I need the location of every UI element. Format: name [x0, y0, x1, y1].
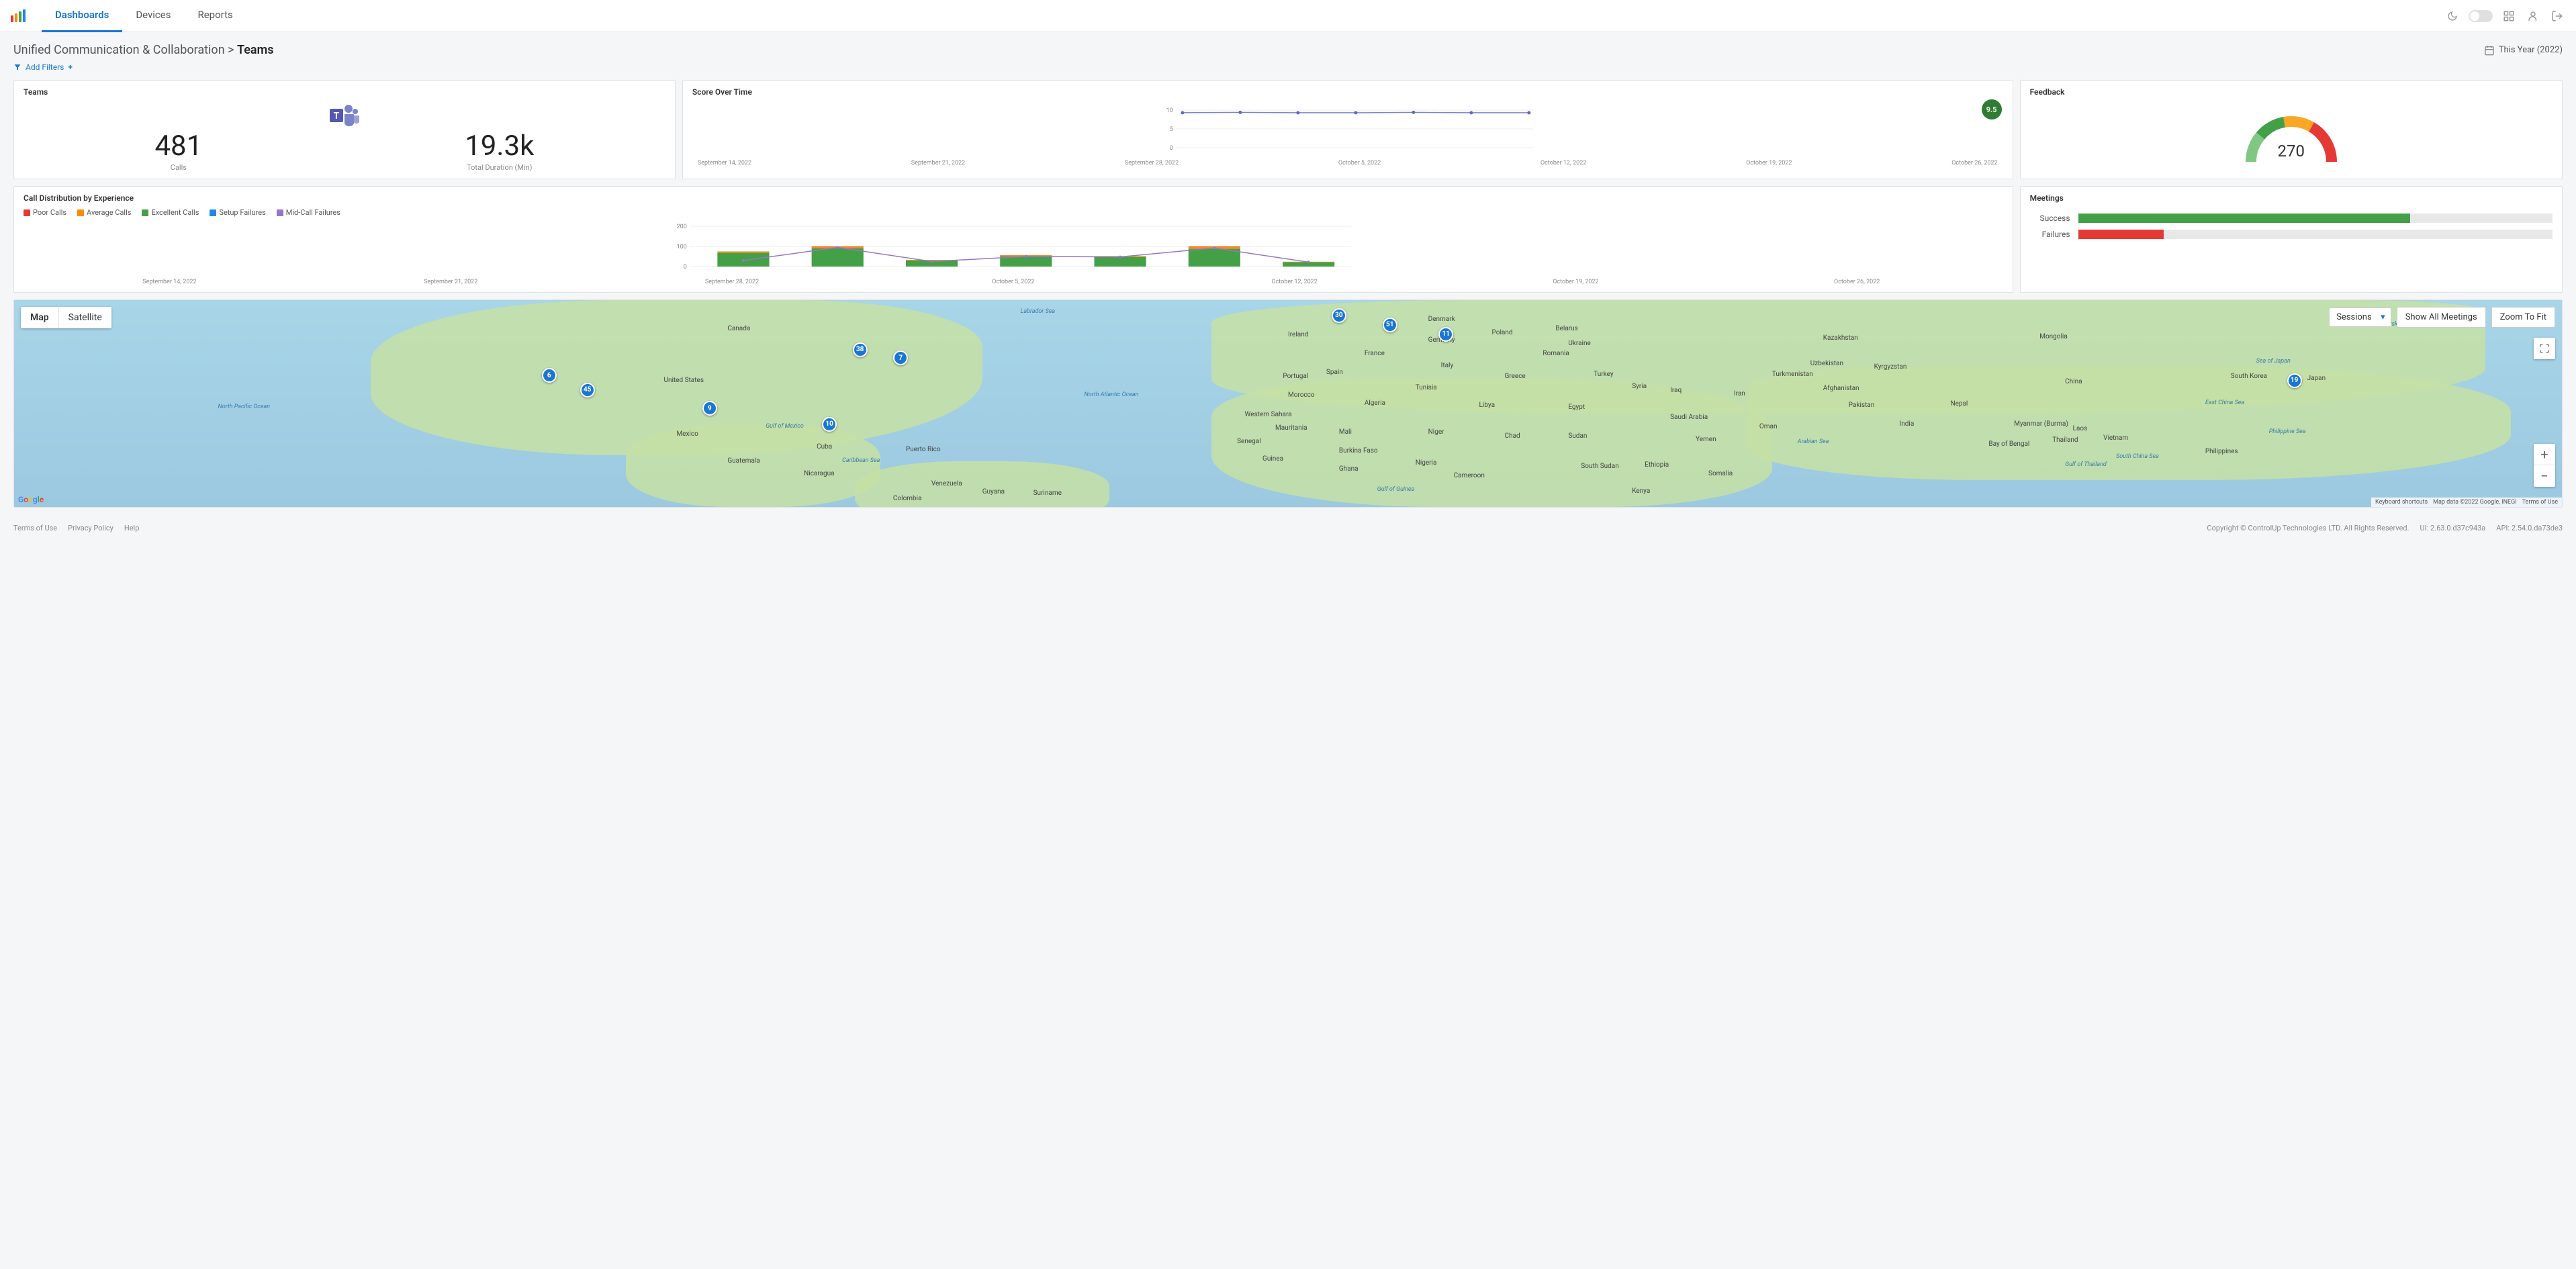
map-attribution: Keyboard shortcutsMap data ©2022 Google,… — [2371, 498, 2562, 507]
distribution-chart: 0 100 200 — [24, 221, 2003, 275]
feedback-value: 270 — [2238, 142, 2345, 160]
map-type-satellite[interactable]: Satellite — [58, 307, 111, 328]
map-marker[interactable]: 10 — [822, 417, 837, 432]
meetings-card: Meetings SuccessFailures — [2020, 186, 2563, 293]
call-distribution-card: Call Distribution by Experience Poor Cal… — [13, 186, 2013, 293]
footer-link[interactable]: Privacy Policy — [68, 524, 113, 532]
legend-item[interactable]: Excellent Calls — [142, 208, 199, 217]
add-filters-button[interactable]: Add Filters + — [13, 62, 2563, 72]
score-badge: 9.5 — [1982, 99, 2002, 120]
plus-icon: + — [68, 62, 73, 72]
teams-card: Teams T 481Calls19.3kTotal Duration (Min… — [13, 80, 676, 179]
map-fullscreen-button[interactable] — [2534, 338, 2555, 359]
country-label: Puerto Rico — [906, 446, 941, 453]
grid-icon[interactable] — [2501, 8, 2517, 24]
logo — [11, 9, 26, 22]
map-show-all-meetings-button[interactable]: Show All Meetings — [2397, 307, 2486, 328]
date-range-picker[interactable]: This Year (2022) — [2484, 45, 2563, 56]
map-zoom-to-fit-button[interactable]: Zoom To Fit — [2491, 307, 2555, 328]
map-canvas[interactable]: United StatesCanadaMexicoCubaGuatemalaNi… — [14, 300, 2562, 507]
sea-label: Labrador Sea — [1021, 308, 1056, 315]
svg-text:0: 0 — [684, 264, 687, 271]
feedback-card: Feedback 270 — [2020, 80, 2563, 179]
svg-text:10: 10 — [1166, 107, 1173, 114]
nav-tabs: DashboardsDevicesReports — [42, 0, 246, 32]
kpi: 19.3kTotal Duration (Min) — [465, 132, 534, 172]
map-card: ☰ ⟳ United StatesCanadaMexicoCubaGuatema… — [13, 299, 2563, 508]
map-sessions-dropdown[interactable]: Sessions ▾ — [2329, 308, 2391, 327]
score-over-time-card: Score Over Time 9.5 0510 September 14, 2… — [682, 80, 2013, 179]
map-marker[interactable]: 11 — [1438, 327, 1453, 342]
map-marker[interactable]: 6 — [542, 368, 557, 383]
map-marker[interactable]: 38 — [853, 342, 868, 357]
legend-item[interactable]: Setup Failures — [210, 208, 265, 217]
footer-copyright: Copyright © ControlUp Technologies LTD. … — [2207, 524, 2409, 532]
svg-text:T: T — [334, 111, 340, 122]
map-marker[interactable]: 51 — [1383, 318, 1397, 332]
calendar-icon — [2484, 45, 2495, 56]
kpi: 481Calls — [154, 132, 202, 172]
map-type-tabs: MapSatellite — [21, 307, 111, 328]
footer-ui-version: UI: 2.63.0.d37c943a — [2420, 524, 2485, 532]
svg-text:0: 0 — [1170, 145, 1173, 152]
meeting-row: Failures — [2030, 230, 2552, 239]
map-marker[interactable]: 30 — [1332, 308, 1346, 323]
footer-link[interactable]: Help — [124, 524, 140, 532]
legend-item[interactable]: Average Calls — [77, 208, 131, 217]
map-zoom-in[interactable]: + — [2534, 444, 2555, 465]
user-icon[interactable] — [2525, 8, 2541, 24]
filter-icon — [13, 63, 21, 71]
sea-label: North Pacific Ocean — [218, 404, 271, 410]
svg-text:100: 100 — [677, 244, 687, 250]
theme-icon[interactable] — [2444, 8, 2460, 24]
footer: Terms of Use Privacy Policy Help Copyright… — [0, 518, 2576, 538]
score-line-chart: 0 5 10 — [692, 102, 2003, 156]
svg-text:5: 5 — [1170, 126, 1173, 133]
logout-icon[interactable] — [2549, 8, 2565, 24]
footer-link[interactable]: Terms of Use — [13, 524, 57, 532]
breadcrumb: Unified Communication & Collaboration > … — [13, 43, 274, 57]
map-marker[interactable]: 9 — [702, 401, 717, 416]
map-zoom-out[interactable]: − — [2534, 465, 2555, 487]
map-marker[interactable]: 19 — [2287, 373, 2302, 388]
teams-icon: T — [24, 102, 665, 129]
google-logo: Google — [18, 495, 44, 504]
breadcrumb-parent[interactable]: Unified Communication & Collaboration — [13, 43, 225, 57]
legend-item[interactable]: Poor Calls — [24, 208, 66, 217]
feedback-gauge — [2238, 105, 2345, 172]
footer-api-version: API: 2.54.0.da73de3 — [2496, 524, 2563, 532]
meeting-row: Success — [2030, 214, 2552, 223]
breadcrumb-current: Teams — [237, 43, 274, 57]
sea-label: North Atlantic Ocean — [1084, 391, 1138, 398]
map-marker[interactable]: 7 — [893, 350, 908, 365]
legend-item[interactable]: Mid-Call Failures — [277, 208, 340, 217]
nav-tab-devices[interactable]: Devices — [122, 0, 184, 32]
map-marker[interactable]: 45 — [580, 383, 595, 397]
nav-tab-dashboards[interactable]: Dashboards — [42, 0, 122, 32]
map-zoom-controls: + − — [2534, 444, 2555, 487]
theme-toggle[interactable] — [2469, 10, 2493, 22]
map-type-map[interactable]: Map — [21, 307, 58, 328]
svg-text:200: 200 — [677, 224, 687, 230]
nav-tab-reports[interactable]: Reports — [184, 0, 246, 32]
topbar: DashboardsDevicesReports — [0, 0, 2576, 32]
